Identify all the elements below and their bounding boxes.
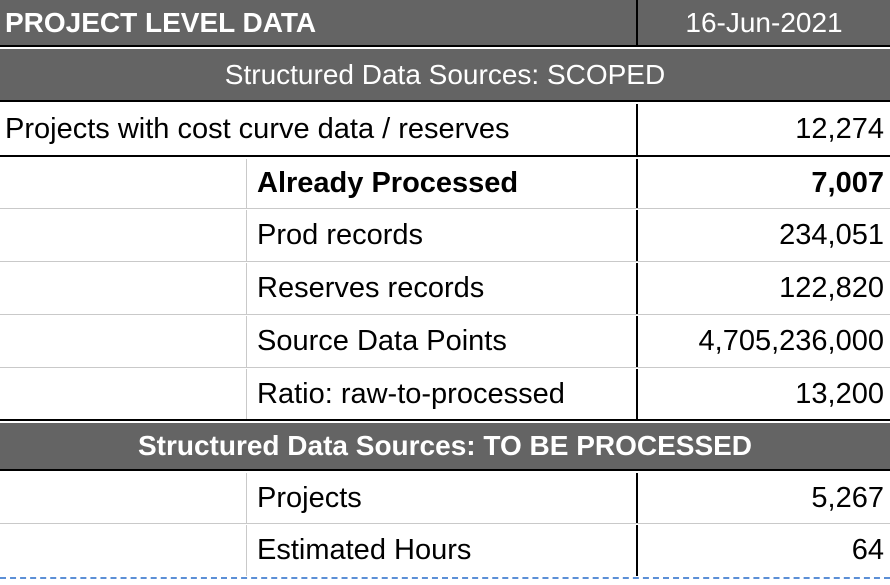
report-date[interactable]: 16-Jun-2021	[685, 6, 843, 38]
row-label[interactable]: Reserves records	[247, 263, 638, 314]
row-label[interactable]: Estimated Hours	[247, 525, 638, 576]
blank-cell[interactable]	[0, 525, 247, 576]
section-header-scoped: Structured Data Sources: SCOPED	[0, 49, 890, 102]
table-row: Projects 5,267	[0, 473, 890, 524]
row-value[interactable]: 64	[851, 534, 884, 566]
table-title[interactable]: PROJECT LEVEL DATA	[0, 0, 638, 45]
summary-label[interactable]: Projects with cost curve data / reserves	[0, 104, 638, 155]
section-title-scoped[interactable]: Structured Data Sources: SCOPED	[224, 58, 666, 90]
table-row: Source Data Points 4,705,236,000	[0, 316, 890, 368]
blank-cell[interactable]	[0, 210, 247, 261]
section-header-to-be-processed: Structured Data Sources: TO BE PROCESSED	[0, 423, 890, 471]
table-row: Already Processed 7,007	[0, 159, 890, 209]
row-value[interactable]: 122,820	[779, 272, 884, 304]
row-label[interactable]: Already Processed	[247, 159, 638, 208]
table-row: Estimated Hours 64	[0, 525, 890, 576]
table-row-summary: Projects with cost curve data / reserves…	[0, 104, 890, 157]
summary-value[interactable]: 12,274	[795, 113, 884, 145]
table-row: Reserves records 122,820	[0, 263, 890, 315]
blank-cell[interactable]	[0, 473, 247, 523]
blank-cell[interactable]	[0, 369, 247, 419]
table-row: Prod records 234,051	[0, 210, 890, 262]
blank-cell[interactable]	[0, 316, 247, 367]
section-title-to-be-processed[interactable]: Structured Data Sources: TO BE PROCESSED	[137, 430, 753, 461]
row-label[interactable]: Ratio: raw-to-processed	[247, 369, 638, 419]
selection-border	[0, 577, 890, 579]
table-title-row: PROJECT LEVEL DATA 16-Jun-2021	[0, 0, 890, 47]
table-row: Ratio: raw-to-processed 13,200	[0, 369, 890, 421]
row-value[interactable]: 234,051	[779, 219, 884, 251]
row-value[interactable]: 4,705,236,000	[698, 325, 884, 357]
row-value[interactable]: 13,200	[795, 377, 884, 410]
blank-cell[interactable]	[0, 263, 247, 314]
row-value[interactable]: 7,007	[811, 167, 884, 199]
row-value[interactable]: 5,267	[811, 481, 884, 514]
row-label[interactable]: Projects	[247, 473, 638, 523]
row-label[interactable]: Prod records	[247, 210, 638, 261]
blank-cell[interactable]	[0, 159, 247, 208]
row-label[interactable]: Source Data Points	[247, 316, 638, 367]
